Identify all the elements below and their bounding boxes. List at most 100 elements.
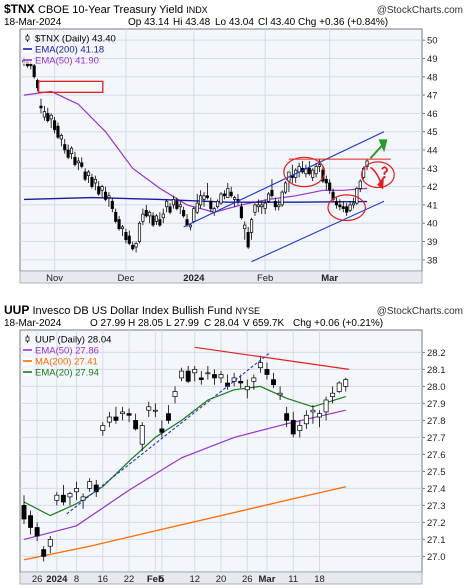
candle-body xyxy=(151,215,155,226)
y-tick-label-6: 27.6 xyxy=(427,450,446,461)
candle-body xyxy=(144,210,148,217)
candle-body xyxy=(93,178,97,184)
candle-body xyxy=(238,380,244,384)
candle-body xyxy=(334,200,339,206)
x-tick-label-4: 22 xyxy=(124,574,135,585)
candle-body xyxy=(175,200,179,209)
candle-body xyxy=(166,413,171,421)
candle-body xyxy=(358,180,362,189)
candle-body xyxy=(351,202,356,206)
ohlc-lo: L 27.99 xyxy=(166,318,199,329)
question-mark-dot xyxy=(383,176,386,179)
resistance-line xyxy=(194,346,350,370)
candle-body xyxy=(188,224,192,228)
candle-body xyxy=(192,369,198,374)
candle-body xyxy=(113,416,119,421)
ohlc-vol: V 659.7K xyxy=(243,318,284,329)
y-tick-label-4: 42 xyxy=(427,182,438,193)
y-tick-label-11: 49 xyxy=(427,54,438,65)
annotation-ellipse xyxy=(327,194,366,222)
candle-body xyxy=(277,392,283,396)
title: CBOE 10-Year Treasury Yield xyxy=(38,4,186,16)
candle-body xyxy=(345,206,349,213)
channel-upper-line xyxy=(183,131,385,228)
title: Invesco DB US Dollar Index Bullish Fund xyxy=(32,305,235,317)
candle-body xyxy=(76,160,80,164)
candle-body xyxy=(260,204,264,208)
x-tick-label-11: 11 xyxy=(288,574,298,585)
candle-body xyxy=(54,494,60,501)
candle-body xyxy=(222,193,226,197)
arrow-up-head xyxy=(378,139,388,153)
chart-title: UUP Invesco DB US Dollar Index Bullish F… xyxy=(4,303,260,317)
candle-body xyxy=(120,226,125,230)
candle-body xyxy=(137,222,142,242)
candle-body xyxy=(314,166,318,175)
x-tick-label-4: Mar xyxy=(321,273,338,284)
candle-body xyxy=(133,420,139,430)
candle-body xyxy=(182,210,186,217)
x-tick-label-3: 16 xyxy=(98,574,109,585)
annotation-ellipse xyxy=(361,161,395,189)
candle-body xyxy=(154,215,159,222)
x-tick-label-8: 20 xyxy=(216,574,227,585)
ohlc-lo: Lo 43.04 xyxy=(215,17,254,28)
ohlc-chg: Chg +0.36 (+0.84%) xyxy=(298,17,388,28)
x-tick-label-2: 8 xyxy=(74,574,79,585)
candle-body xyxy=(46,113,50,122)
chart-date: 18-Mar-2024 xyxy=(4,17,62,28)
candle-body xyxy=(59,135,63,140)
candle-body xyxy=(239,206,243,219)
legend-swatch xyxy=(25,35,30,41)
candle-body xyxy=(328,182,332,191)
candle-body xyxy=(49,114,53,120)
candle-body xyxy=(178,204,182,208)
candle-body xyxy=(70,147,74,155)
candle-body xyxy=(317,164,322,167)
candle-body xyxy=(80,162,84,167)
candle-body xyxy=(343,379,349,387)
candle-body xyxy=(355,188,359,204)
candle-body xyxy=(323,399,329,413)
ohlc-cl: C 28.04 xyxy=(204,318,239,329)
legend-label: MA(200) 27.41 xyxy=(35,357,98,368)
candle-body xyxy=(32,65,36,78)
exchange: NYSE xyxy=(235,306,260,316)
candle-body xyxy=(253,204,257,213)
x-tick-label-0: 26 xyxy=(32,574,43,585)
candle-body xyxy=(209,200,213,209)
symbol: UUP xyxy=(4,303,32,317)
candle-body xyxy=(34,527,40,537)
ohlc-op: O 27.99 xyxy=(90,318,126,329)
candle-body xyxy=(29,63,33,67)
ema20-line xyxy=(23,385,346,517)
candle-body xyxy=(336,382,342,392)
candle-body xyxy=(97,186,101,195)
y-tick-label-1: 27.1 xyxy=(427,535,446,546)
legend-label: EMA(50) 41.90 xyxy=(35,56,99,67)
candle-body xyxy=(205,195,209,198)
exchange: INDX xyxy=(186,5,208,15)
candle-body xyxy=(233,197,237,200)
date-band xyxy=(19,270,423,284)
candle-body xyxy=(161,213,165,219)
chart-panel-2: UUP Invesco DB US Dollar Index Bullish F… xyxy=(2,303,465,585)
candle-body xyxy=(202,195,206,200)
candle-body xyxy=(83,171,87,180)
candle-body xyxy=(211,374,217,379)
candle-body xyxy=(114,211,118,222)
candle-body xyxy=(205,372,211,375)
candle-body xyxy=(280,191,284,206)
y-tick-label-3: 41 xyxy=(427,200,438,211)
candle-body xyxy=(53,120,57,131)
candle-body xyxy=(243,224,247,230)
y-tick-label-10: 28.0 xyxy=(427,382,446,393)
candle-body xyxy=(226,188,230,198)
candle-body xyxy=(165,200,169,208)
y-tick-label-2: 27.2 xyxy=(427,518,446,529)
candle-body xyxy=(324,178,328,184)
x-tick-label-2: 2024 xyxy=(183,273,205,284)
y-tick-label-8: 27.8 xyxy=(427,416,446,427)
candle-body xyxy=(47,539,53,547)
